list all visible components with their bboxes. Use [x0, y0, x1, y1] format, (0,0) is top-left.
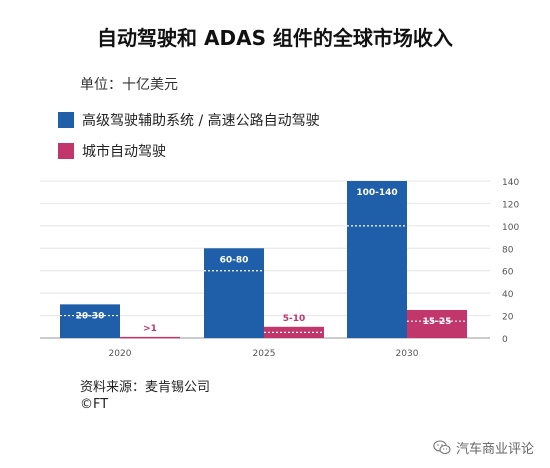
data-label: 5-10: [283, 314, 306, 324]
data-labels: 20-30 >1 60-80 5-10 100-140 15-25: [76, 188, 452, 334]
y-tick-label: 80: [502, 245, 514, 255]
bar-urban-2020: [120, 336, 180, 339]
y-tick-label: 100: [502, 223, 519, 233]
legend-swatch-adas: [58, 112, 74, 128]
x-tick-label: 2025: [253, 349, 276, 359]
y-tick-label: 0: [502, 335, 508, 345]
bar-adas-2025: [204, 248, 264, 338]
watermark: 汽车商业评论: [433, 438, 534, 457]
legend-item-urban: 城市自动驾驶: [58, 141, 166, 161]
data-label: 60-80: [220, 255, 249, 265]
x-tick-label: 2020: [109, 349, 132, 359]
data-label: 100-140: [356, 188, 397, 198]
y-tick-label: 40: [502, 290, 514, 300]
y-tick-label: 140: [502, 178, 519, 188]
chart-subtitle: 单位：十亿美元: [80, 77, 178, 93]
bar-adas-2020: [60, 304, 120, 338]
bar-urban-2030: [407, 309, 467, 338]
wechat-icon: [433, 440, 451, 455]
data-label: 20-30: [76, 311, 105, 321]
y-tick-label: 20: [502, 313, 514, 323]
axes: 0 20 40 60 80 100 120 140 2020 2025 2030: [109, 178, 520, 359]
chart-title: 自动驾驶和 ADAS 组件的全球市场收入: [97, 26, 453, 50]
y-tick-label: 120: [502, 200, 519, 210]
source-note: 资料来源：麦肯锡公司: [80, 380, 211, 395]
legend-swatch-urban: [58, 143, 74, 159]
legend-label-urban: 城市自动驾驶: [82, 144, 166, 160]
copyright-note: ©FT: [80, 397, 109, 412]
legend-label-adas: 高级驾驶辅助系统 / 高速公路自动驾驶: [82, 113, 320, 129]
y-tick-label: 60: [502, 268, 514, 278]
data-label: >1: [143, 324, 157, 334]
watermark-text: 汽车商业评论: [455, 442, 534, 457]
legend-item-adas: 高级驾驶辅助系统 / 高速公路自动驾驶: [58, 110, 320, 130]
data-label: 15-25: [423, 317, 452, 327]
x-tick-label: 2030: [396, 349, 419, 359]
bar-adas-2030: [347, 181, 407, 338]
bars: [60, 181, 467, 339]
